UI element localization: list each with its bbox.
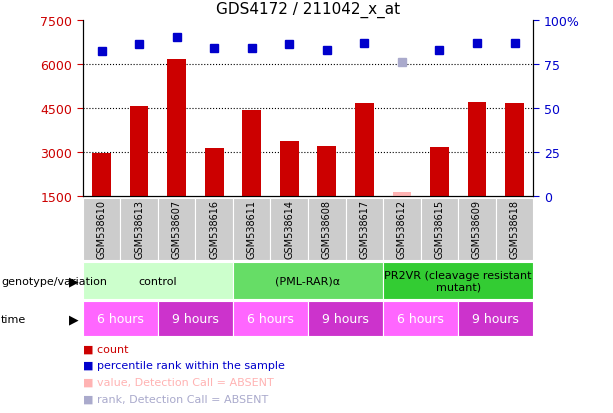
- Bar: [196, 198, 233, 260]
- Text: GSM538615: GSM538615: [435, 200, 444, 259]
- Bar: [158, 198, 196, 260]
- Text: GSM538617: GSM538617: [359, 200, 370, 259]
- Bar: [308, 198, 346, 260]
- Text: GSM538614: GSM538614: [284, 200, 294, 259]
- Text: time: time: [1, 314, 26, 324]
- Text: GSM538616: GSM538616: [209, 200, 219, 259]
- Text: control: control: [139, 276, 177, 286]
- Title: GDS4172 / 211042_x_at: GDS4172 / 211042_x_at: [216, 2, 400, 18]
- Text: ■ value, Detection Call = ABSENT: ■ value, Detection Call = ABSENT: [83, 377, 273, 387]
- Bar: [83, 198, 120, 260]
- Text: GSM538610: GSM538610: [96, 200, 107, 259]
- Bar: [280, 141, 299, 196]
- Text: 6 hours: 6 hours: [247, 313, 294, 325]
- Bar: [130, 107, 148, 196]
- Bar: [496, 198, 533, 260]
- Text: GSM538607: GSM538607: [172, 200, 181, 259]
- Text: 9 hours: 9 hours: [322, 313, 369, 325]
- Bar: [458, 198, 496, 260]
- Text: GSM538618: GSM538618: [509, 200, 520, 259]
- Text: 6 hours: 6 hours: [397, 313, 444, 325]
- Bar: [346, 198, 383, 260]
- Bar: [233, 301, 308, 337]
- Text: genotype/variation: genotype/variation: [1, 276, 107, 286]
- Bar: [308, 301, 383, 337]
- Bar: [505, 104, 524, 196]
- Bar: [430, 148, 449, 196]
- Text: GSM538608: GSM538608: [322, 200, 332, 259]
- Bar: [392, 192, 411, 196]
- Bar: [83, 301, 158, 337]
- Bar: [92, 154, 111, 196]
- Bar: [242, 110, 261, 196]
- Text: GSM538612: GSM538612: [397, 200, 407, 259]
- Text: (PML-RAR)α: (PML-RAR)α: [275, 276, 341, 286]
- Text: ▶: ▶: [69, 274, 78, 287]
- Bar: [233, 198, 270, 260]
- Text: ■ percentile rank within the sample: ■ percentile rank within the sample: [83, 361, 284, 370]
- Bar: [468, 103, 486, 196]
- Bar: [233, 262, 383, 299]
- Bar: [421, 198, 458, 260]
- Bar: [383, 262, 533, 299]
- Bar: [83, 262, 233, 299]
- Text: 9 hours: 9 hours: [473, 313, 519, 325]
- Text: 9 hours: 9 hours: [172, 313, 219, 325]
- Text: ■ rank, Detection Call = ABSENT: ■ rank, Detection Call = ABSENT: [83, 394, 268, 404]
- Bar: [270, 198, 308, 260]
- Text: 6 hours: 6 hours: [97, 313, 143, 325]
- Bar: [205, 149, 224, 196]
- Text: GSM538609: GSM538609: [472, 200, 482, 259]
- Bar: [383, 198, 421, 260]
- Bar: [458, 301, 533, 337]
- Bar: [158, 301, 233, 337]
- Text: GSM538611: GSM538611: [246, 200, 257, 259]
- Bar: [167, 60, 186, 196]
- Text: ■ count: ■ count: [83, 344, 128, 354]
- Text: GSM538613: GSM538613: [134, 200, 144, 259]
- Bar: [318, 147, 336, 196]
- Bar: [383, 301, 458, 337]
- Text: ▶: ▶: [69, 313, 78, 325]
- Bar: [355, 103, 374, 196]
- Bar: [120, 198, 158, 260]
- Text: PR2VR (cleavage resistant
mutant): PR2VR (cleavage resistant mutant): [384, 270, 532, 292]
